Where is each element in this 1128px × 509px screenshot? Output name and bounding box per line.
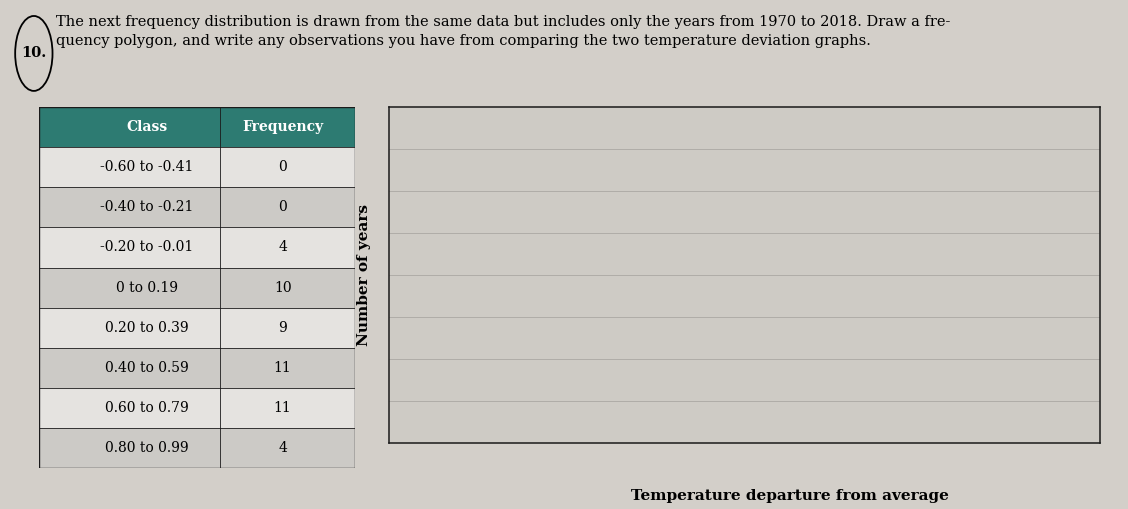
Text: 0: 0 <box>279 200 287 214</box>
Text: 11: 11 <box>274 361 291 375</box>
FancyBboxPatch shape <box>39 228 355 268</box>
Text: 0.80 to 0.99: 0.80 to 0.99 <box>105 441 188 455</box>
Text: 0 to 0.19: 0 to 0.19 <box>116 280 178 295</box>
Text: -0.60 to -0.41: -0.60 to -0.41 <box>100 160 194 174</box>
FancyBboxPatch shape <box>39 187 355 228</box>
FancyBboxPatch shape <box>39 268 355 307</box>
Text: The next frequency distribution is drawn from the same data but includes only th: The next frequency distribution is drawn… <box>56 15 951 48</box>
FancyBboxPatch shape <box>39 348 355 388</box>
Text: 0.40 to 0.59: 0.40 to 0.59 <box>105 361 188 375</box>
Text: 0.20 to 0.39: 0.20 to 0.39 <box>105 321 188 335</box>
Text: 11: 11 <box>274 401 291 415</box>
Text: -0.40 to -0.21: -0.40 to -0.21 <box>100 200 194 214</box>
Text: Class: Class <box>126 120 167 134</box>
FancyBboxPatch shape <box>39 388 355 428</box>
Text: 10.: 10. <box>21 46 46 61</box>
Text: Frequency: Frequency <box>243 120 324 134</box>
Text: 10: 10 <box>274 280 291 295</box>
Text: 0.60 to 0.79: 0.60 to 0.79 <box>105 401 188 415</box>
Text: 4: 4 <box>279 240 288 254</box>
FancyBboxPatch shape <box>39 107 355 147</box>
Text: 9: 9 <box>279 321 287 335</box>
FancyBboxPatch shape <box>39 307 355 348</box>
Text: Number of years: Number of years <box>358 204 371 346</box>
Text: 4: 4 <box>279 441 288 455</box>
FancyBboxPatch shape <box>39 147 355 187</box>
Text: 0: 0 <box>279 160 287 174</box>
FancyBboxPatch shape <box>39 428 355 468</box>
Text: Temperature departure from average: Temperature departure from average <box>631 489 949 503</box>
Text: -0.20 to -0.01: -0.20 to -0.01 <box>100 240 194 254</box>
